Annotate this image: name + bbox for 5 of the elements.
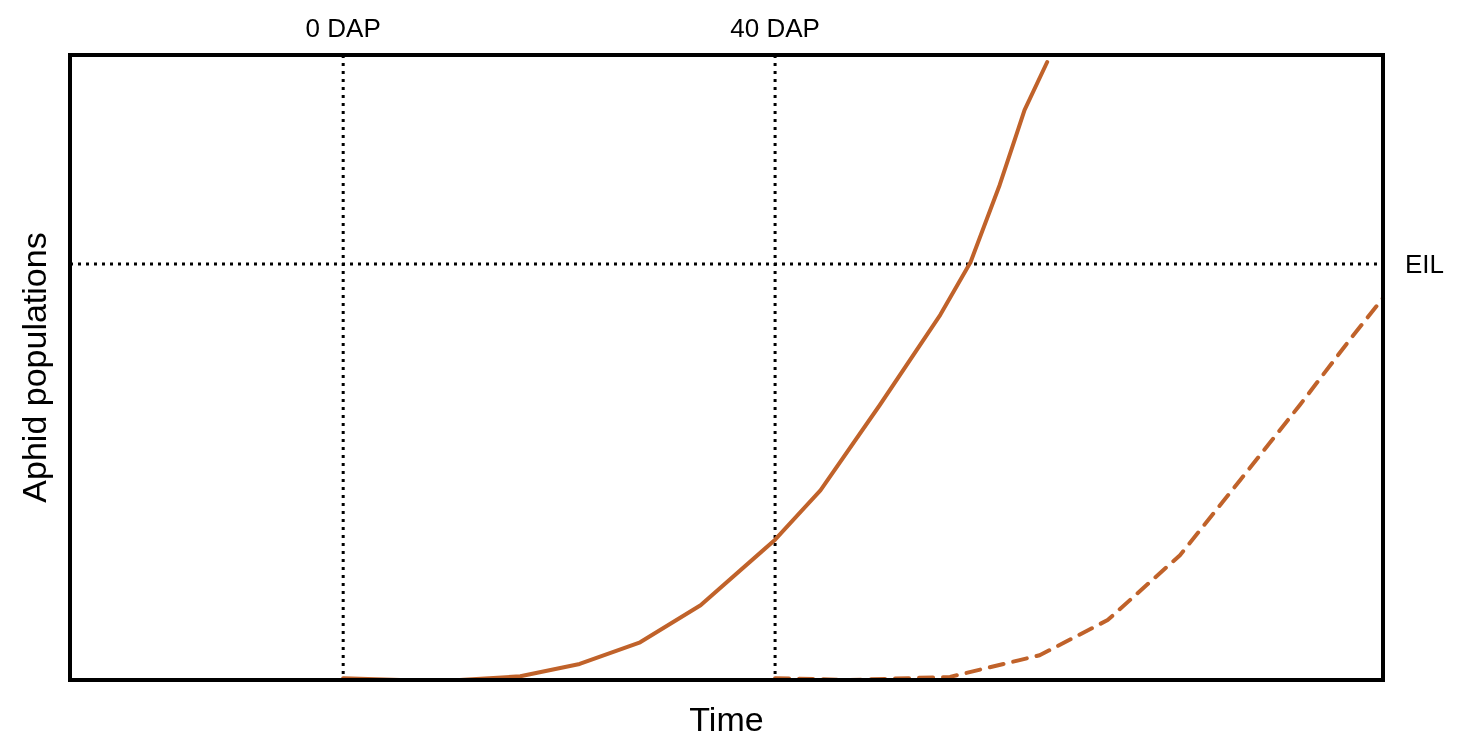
x-tick-label: 0 DAP [305,13,381,43]
ref-line-label: EIL [1405,249,1445,280]
x-axis-title: Time [689,700,764,738]
y-axis-title: Aphid populations [15,232,53,503]
x-tick-label: 40 DAP [730,13,820,43]
